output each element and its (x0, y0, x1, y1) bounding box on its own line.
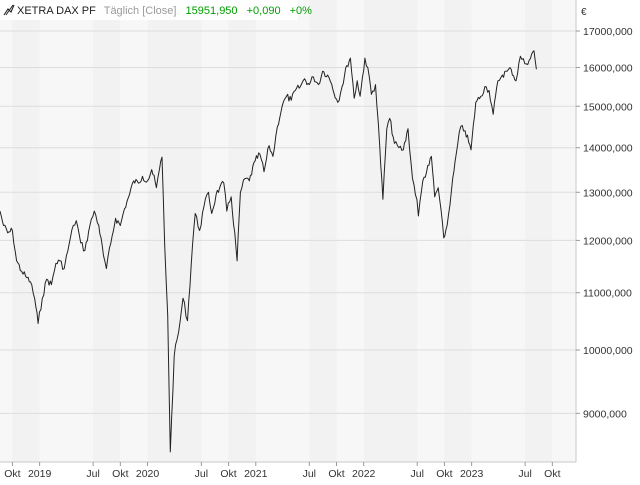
y-tick-label: 9000,000 (583, 408, 627, 420)
x-tick-label: Jul (303, 468, 316, 480)
x-tick-label: Okt (328, 468, 344, 480)
instrument-name: XETRA DAX PF (17, 5, 96, 17)
season-band (444, 0, 472, 462)
x-axis: Okt 2019 Jul Okt 2020 Jul Okt 2021 Jul Okt 2022 Jul… (4, 462, 561, 480)
x-tick-label: Okt (4, 468, 20, 480)
price-change-percent: +0% (290, 5, 313, 17)
x-tick-label: 2020 (136, 468, 160, 480)
season-band (363, 0, 418, 462)
x-tick-label: 2019 (28, 468, 52, 480)
x-tick-label: Jul (86, 468, 99, 480)
season-band (309, 0, 337, 462)
x-tick-label: Jul (518, 468, 531, 480)
x-tick-label: Jul (195, 468, 208, 480)
x-tick-label: 2023 (460, 468, 484, 480)
interval-label: Täglich [Close] (104, 5, 177, 17)
y-tick-label: 10000,000 (583, 345, 633, 357)
season-band (228, 0, 256, 462)
x-tick-label: Okt (220, 468, 236, 480)
y-tick-label: 15000,000 (583, 101, 633, 113)
season-band (93, 0, 121, 462)
gridlines (0, 30, 576, 414)
y-tick-label: 17000,000 (583, 26, 633, 38)
plot-area (0, 0, 576, 462)
y-tick-label: 11000,000 (583, 288, 632, 300)
y-tick-label: 16000,000 (583, 62, 633, 74)
x-tick-label: 2021 (244, 468, 268, 480)
y-axis: 9000,000 10000,000 11000,000 12000,000 13000… (576, 26, 633, 420)
chart-header: XETRA DAX PF Täglich [Close] 15951,950 +… (17, 5, 312, 17)
x-tick-label: Okt (112, 468, 128, 480)
price-line (0, 50, 537, 453)
x-tick-label: Jul (410, 468, 423, 480)
season-band (12, 0, 40, 462)
instrument-icon (3, 4, 15, 16)
season-bands (12, 0, 553, 462)
y-tick-label: 12000,000 (583, 235, 633, 247)
currency-unit-label: € (581, 7, 587, 18)
y-tick-label: 13000,000 (583, 187, 633, 199)
y-tick-label: 14000,000 (583, 143, 633, 155)
price-change: +0,090 (247, 5, 281, 17)
season-band (147, 0, 202, 462)
last-price: 15951,950 (186, 5, 238, 17)
season-band (525, 0, 553, 462)
x-tick-label: Okt (544, 468, 560, 480)
x-tick-label: Okt (436, 468, 452, 480)
x-tick-label: 2022 (352, 468, 376, 480)
header-backdrop (0, 0, 298, 20)
